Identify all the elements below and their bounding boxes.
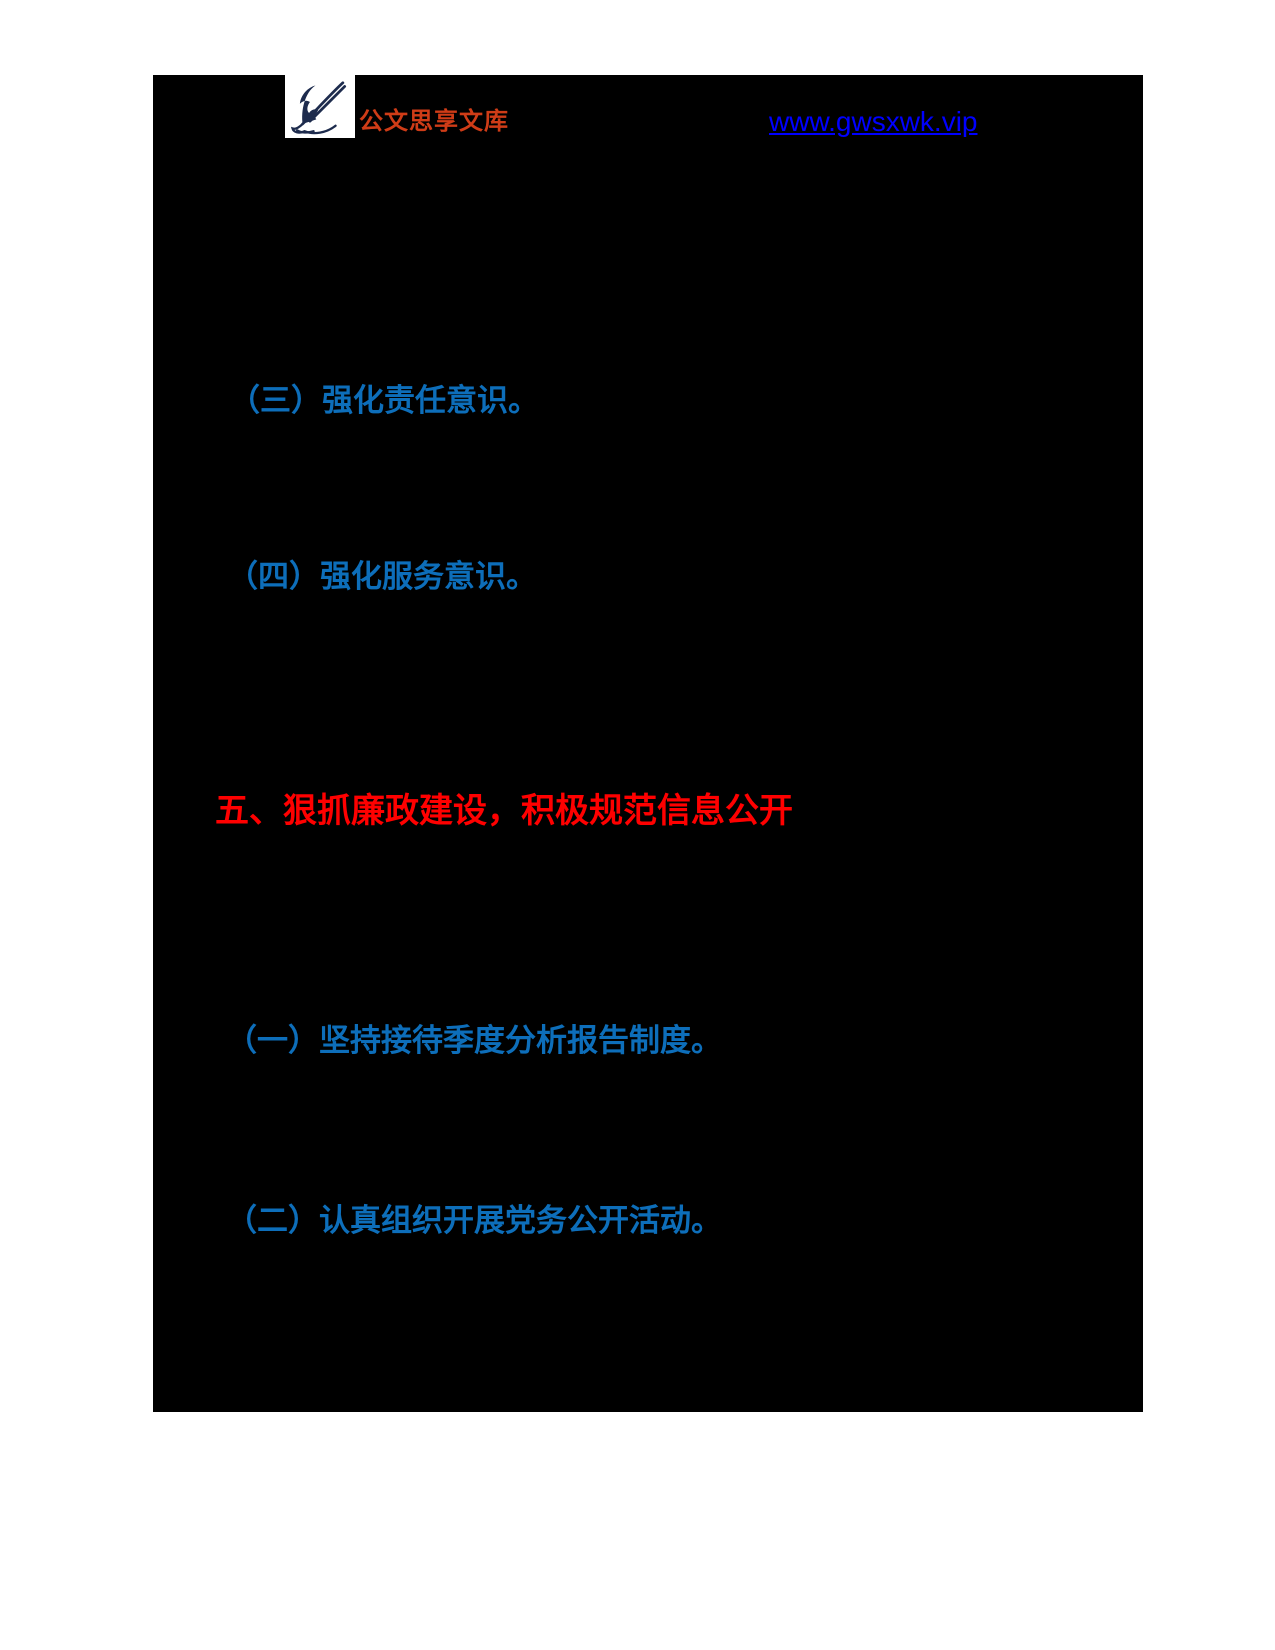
quill-barbs xyxy=(299,85,319,124)
document-page: 公文思享文库 www.gwsxwk.vip （三）强化责任意识。 （四）强化服务… xyxy=(153,75,1143,1412)
heading-section-5: 五、狠抓廉政建设，积极规范信息公开 xyxy=(215,792,793,830)
heading-item-1: （一）坚持接待季度分析报告制度。 xyxy=(226,1023,722,1058)
heading-item-2: （二）认真组织开展党务公开活动。 xyxy=(226,1203,722,1238)
quill-pen-icon xyxy=(290,80,347,134)
heading-item-4: （四）强化服务意识。 xyxy=(227,559,537,594)
site-logo xyxy=(285,75,355,138)
site-link[interactable]: www.gwsxwk.vip xyxy=(769,106,978,137)
heading-item-3: （三）强化责任意识。 xyxy=(229,383,539,418)
site-name: 公文思享文库 xyxy=(359,108,509,135)
